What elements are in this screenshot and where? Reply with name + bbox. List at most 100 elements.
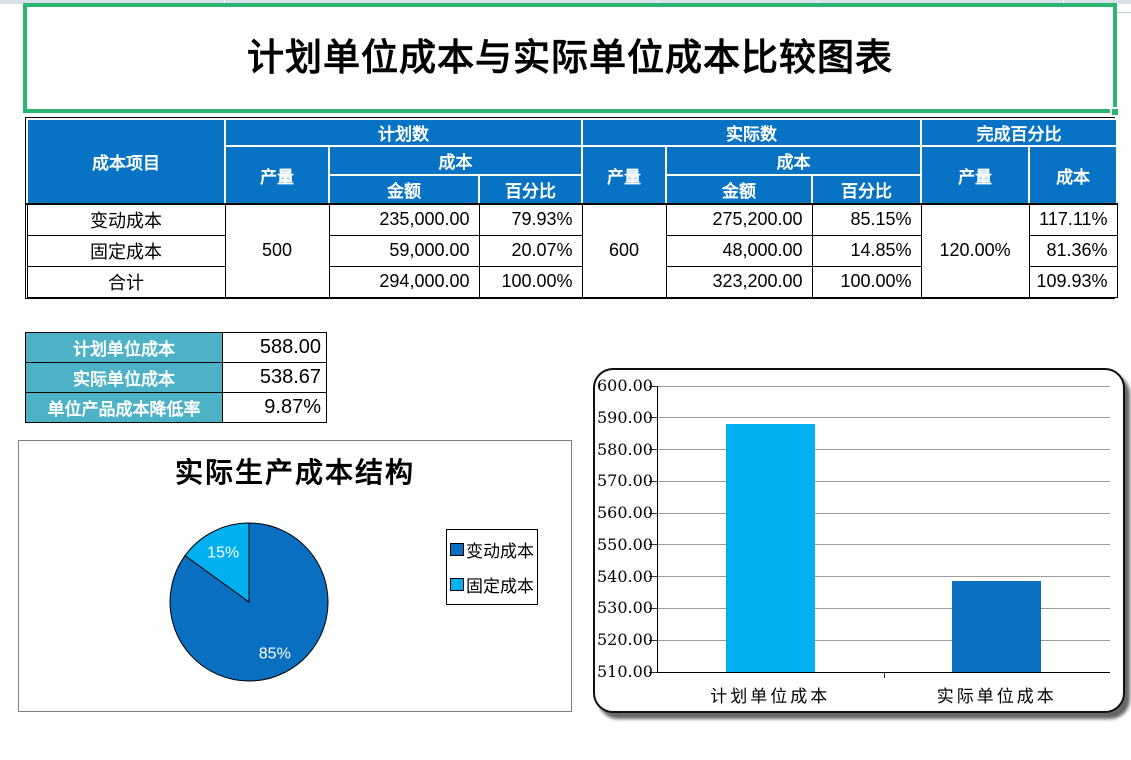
header-cost-item[interactable]: 成本项目 [26, 118, 226, 205]
column-gridline [657, 0, 658, 4]
gridline [657, 449, 1110, 451]
y-axis-tick [649, 512, 657, 514]
y-axis-line [657, 386, 658, 672]
y-axis-label: 520.00 [597, 630, 653, 650]
legend-swatch-light-blue [450, 578, 464, 591]
y-axis-tick [649, 576, 657, 578]
cost-table: 成本项目 计划数 实际数 完成百分比 产量 成本 产量 成本 产量 成本 金额 … [25, 117, 1119, 299]
bar-实际单位成本[interactable] [952, 580, 1042, 672]
pie-data-label: 85% [259, 646, 291, 663]
y-axis-label: 530.00 [597, 598, 653, 618]
column-gridline [224, 0, 225, 4]
pie-chart[interactable]: 85% 15% [164, 517, 334, 687]
header-planned-output[interactable]: 产量 [224, 145, 330, 205]
cell-planned-percent[interactable]: 100.00% [478, 265, 583, 298]
gridline [657, 544, 1110, 546]
header-actual-amount[interactable]: 金额 [665, 174, 814, 205]
cell-completion-cost[interactable]: 109.93% [1028, 265, 1118, 298]
header-actual[interactable]: 实际数 [581, 118, 923, 147]
gridline [657, 385, 1110, 387]
legend-label: 变动成本 [466, 542, 534, 562]
summary-label[interactable]: 实际单位成本 [25, 362, 223, 393]
cell-actual-percent[interactable]: 14.85% [811, 234, 922, 267]
y-axis-label: 570.00 [597, 471, 653, 491]
bar-chart-plot-area: 510.00 520.00 530.00 540.00 550.00 560.00 570.… [595, 370, 1122, 710]
row-gridline [1117, 12, 1131, 13]
legend-label: 固定成本 [466, 577, 534, 597]
y-axis-label: 560.00 [597, 503, 653, 523]
y-axis-label: 590.00 [597, 407, 653, 427]
y-axis-label: 600.00 [597, 376, 653, 395]
cell-planned-amount[interactable]: 235,000.00 [328, 203, 480, 236]
gridline [657, 480, 1110, 482]
pie-chart-title: 实际生产成本结构 [174, 456, 415, 489]
y-axis-tick [649, 417, 657, 419]
cell-planned-percent[interactable]: 20.07% [478, 234, 583, 267]
y-axis-tick [649, 671, 657, 673]
cell-actual-amount[interactable]: 275,200.00 [665, 203, 813, 236]
gridline [657, 607, 1110, 609]
page-title: 计划单位成本与实际单位成本比较图表 [247, 37, 893, 78]
y-axis-tick [649, 385, 657, 387]
summary-label[interactable]: 计划单位成本 [25, 332, 223, 363]
legend-item-variable-cost[interactable]: 变动成本 [450, 537, 537, 562]
y-axis-tick [649, 607, 657, 609]
cell-item[interactable]: 固定成本 [26, 234, 226, 267]
unit-cost-summary-table: 计划单位成本 588.00 实际单位成本 538.67 单位产品成本降低率 9.… [25, 332, 327, 423]
cell-actual-amount[interactable]: 48,000.00 [665, 234, 813, 267]
header-actual-output[interactable]: 产量 [581, 145, 668, 205]
bar-计划单位成本[interactable] [725, 424, 815, 672]
header-completion-output[interactable]: 产量 [920, 145, 1031, 205]
bar-chart-panel[interactable]: 510.00 520.00 530.00 540.00 550.00 560.00 570.… [593, 368, 1125, 713]
y-axis-tick [649, 544, 657, 546]
gridline [657, 512, 1110, 514]
summary-label[interactable]: 单位产品成本降低率 [25, 392, 223, 423]
header-completion-cost[interactable]: 成本 [1028, 145, 1119, 205]
pie-data-label: 15% [207, 544, 239, 561]
cell-planned-amount[interactable]: 59,000.00 [328, 234, 480, 267]
y-axis-tick [649, 639, 657, 641]
cell-item[interactable]: 变动成本 [26, 203, 226, 236]
header-completion[interactable]: 完成百分比 [920, 118, 1119, 147]
y-axis-label: 510.00 [597, 662, 653, 681]
selection-fill-handle[interactable] [1110, 107, 1118, 115]
cell-actual-output[interactable]: 600 [581, 203, 667, 298]
header-actual-percent[interactable]: 百分比 [811, 174, 923, 205]
cell-planned-output[interactable]: 500 [224, 203, 330, 298]
cell-planned-percent[interactable]: 79.93% [478, 203, 583, 236]
header-planned-amount[interactable]: 金额 [328, 174, 480, 205]
header-planned-cost[interactable]: 成本 [327, 145, 584, 176]
cell-completion-output[interactable]: 120.00% [920, 203, 1030, 298]
column-gridline [817, 0, 818, 4]
gridline [657, 417, 1110, 419]
header-actual-cost[interactable]: 成本 [665, 145, 923, 176]
x-axis-tick [883, 672, 885, 678]
legend-item-fixed-cost[interactable]: 固定成本 [450, 572, 537, 597]
cell-planned-amount[interactable]: 294,000.00 [328, 265, 480, 298]
summary-value[interactable]: 588.00 [222, 332, 327, 363]
pie-legend[interactable]: 变动成本 固定成本 [446, 529, 538, 605]
y-axis-label: 550.00 [597, 534, 653, 554]
title-selection-box[interactable]: 计划单位成本与实际单位成本比较图表 [23, 3, 1117, 113]
x-category-label: 实际单位成本 [936, 687, 1057, 707]
pie-chart-panel[interactable]: 实际生产成本结构 85% 15% 变动成本 固定成本 [18, 440, 572, 712]
cell-actual-amount[interactable]: 323,200.00 [665, 265, 813, 298]
spreadsheet-top-gridline-strip [0, 0, 1131, 4]
legend-swatch-dark-blue [450, 543, 464, 556]
cell-completion-cost[interactable]: 117.11% [1028, 203, 1118, 236]
x-category-label: 计划单位成本 [710, 687, 831, 707]
pie-slice[interactable] [184, 522, 250, 603]
cell-actual-percent[interactable]: 100.00% [811, 265, 922, 298]
gridline [657, 576, 1110, 578]
y-axis-label: 580.00 [597, 439, 653, 459]
header-planned-percent[interactable]: 百分比 [477, 174, 584, 205]
header-planned[interactable]: 计划数 [223, 118, 584, 147]
cell-completion-cost[interactable]: 81.36% [1028, 234, 1118, 267]
column-gridline [1063, 0, 1064, 4]
gridline [657, 639, 1110, 641]
cell-actual-percent[interactable]: 85.15% [811, 203, 922, 236]
summary-value[interactable]: 9.87% [222, 392, 327, 423]
cell-item[interactable]: 合计 [26, 265, 226, 298]
summary-value[interactable]: 538.67 [222, 362, 327, 393]
